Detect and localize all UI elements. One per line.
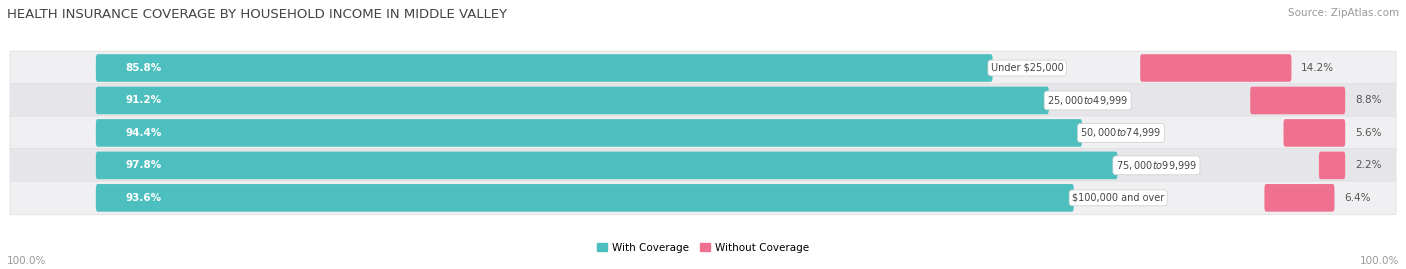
FancyBboxPatch shape <box>96 119 1083 147</box>
Text: Source: ZipAtlas.com: Source: ZipAtlas.com <box>1288 8 1399 18</box>
Text: 91.2%: 91.2% <box>127 95 162 105</box>
Text: 97.8%: 97.8% <box>127 160 162 170</box>
FancyBboxPatch shape <box>1319 152 1346 179</box>
Text: 94.4%: 94.4% <box>127 128 162 138</box>
Text: $75,000 to $99,999: $75,000 to $99,999 <box>1116 159 1197 172</box>
FancyBboxPatch shape <box>1264 184 1334 212</box>
Text: $25,000 to $49,999: $25,000 to $49,999 <box>1047 94 1128 107</box>
Text: 85.8%: 85.8% <box>127 63 162 73</box>
FancyBboxPatch shape <box>10 181 1396 215</box>
FancyBboxPatch shape <box>1140 54 1292 82</box>
FancyBboxPatch shape <box>10 148 1396 182</box>
FancyBboxPatch shape <box>1250 87 1346 114</box>
Legend: With Coverage, Without Coverage: With Coverage, Without Coverage <box>592 238 814 257</box>
Text: Under $25,000: Under $25,000 <box>991 63 1063 73</box>
Text: 14.2%: 14.2% <box>1301 63 1334 73</box>
FancyBboxPatch shape <box>10 116 1396 150</box>
Text: $50,000 to $74,999: $50,000 to $74,999 <box>1080 126 1161 139</box>
Text: 2.2%: 2.2% <box>1355 160 1381 170</box>
Text: 93.6%: 93.6% <box>127 193 162 203</box>
Text: 100.0%: 100.0% <box>7 256 46 266</box>
Text: $100,000 and over: $100,000 and over <box>1071 193 1164 203</box>
Text: 100.0%: 100.0% <box>1360 256 1399 266</box>
FancyBboxPatch shape <box>10 51 1396 85</box>
FancyBboxPatch shape <box>96 152 1118 179</box>
FancyBboxPatch shape <box>96 184 1074 212</box>
Text: 5.6%: 5.6% <box>1355 128 1381 138</box>
FancyBboxPatch shape <box>10 84 1396 117</box>
Text: 8.8%: 8.8% <box>1355 95 1381 105</box>
FancyBboxPatch shape <box>96 87 1049 114</box>
Text: 6.4%: 6.4% <box>1344 193 1371 203</box>
Text: HEALTH INSURANCE COVERAGE BY HOUSEHOLD INCOME IN MIDDLE VALLEY: HEALTH INSURANCE COVERAGE BY HOUSEHOLD I… <box>7 8 508 21</box>
FancyBboxPatch shape <box>1284 119 1346 147</box>
FancyBboxPatch shape <box>96 54 993 82</box>
